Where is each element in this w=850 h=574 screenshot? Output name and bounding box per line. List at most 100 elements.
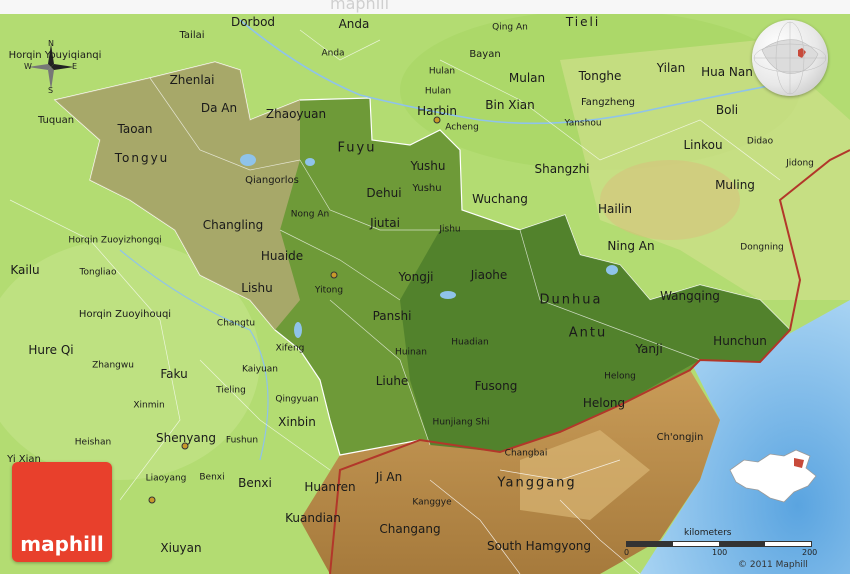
place-label: Zhaoyuan <box>265 107 327 121</box>
place-label: Horqin Zuoyihouqi <box>78 309 172 320</box>
place-label: Muling <box>715 178 755 192</box>
place-label: Tieling <box>216 385 246 396</box>
place-label: Xiuyan <box>160 541 202 555</box>
place-label: Changang <box>379 522 441 536</box>
country-outline-icon <box>729 449 817 503</box>
capital-marker-harbin <box>433 116 441 124</box>
place-label: Yushu <box>412 183 442 194</box>
place-label: Huanren <box>304 480 356 494</box>
place-label: Changbai <box>504 448 548 459</box>
top-strip: maphill <box>0 0 850 14</box>
place-label: Wuchang <box>472 192 528 206</box>
place-label: Kuandian <box>285 511 341 525</box>
place-label: Anda <box>338 17 370 31</box>
compass-icon <box>28 44 74 90</box>
place-label: Changling <box>202 218 264 232</box>
scale-title: kilometers <box>684 528 732 538</box>
place-label: Yushu <box>410 159 446 173</box>
compass-rose: N S W E <box>24 39 78 95</box>
place-label: Linkou <box>683 138 723 152</box>
place-label: Tonghe <box>578 69 622 83</box>
place-label: Jiaohe <box>470 268 508 282</box>
place-label: Zhangwu <box>92 360 134 371</box>
place-label: Xinbin <box>278 415 316 429</box>
sea-area <box>640 300 850 574</box>
place-label: Hunjiang Shi <box>432 417 490 428</box>
place-label: Bin Xian <box>485 98 535 112</box>
place-label: Boli <box>715 103 739 117</box>
place-label: Jishu <box>439 224 461 235</box>
place-label: Dehui <box>366 186 402 200</box>
place-label: Faku <box>160 367 188 381</box>
place-label: Dorbod <box>230 15 276 29</box>
compass-n: N <box>48 39 54 48</box>
place-label: Antu <box>568 325 608 341</box>
place-label: Dunhua <box>539 292 603 308</box>
place-label: Hunchun <box>713 334 767 348</box>
copyright-text: © 2011 Maphill <box>738 560 808 570</box>
place-label: Benxi <box>238 476 272 490</box>
place-label: Fushun <box>225 435 259 446</box>
place-label: Acheng <box>445 122 479 133</box>
place-label: Yanshou <box>564 118 602 129</box>
place-label: Horqin Zuoyizhongqi <box>68 235 162 246</box>
place-label: Dongning <box>740 242 784 253</box>
scale-bar: kilometers 0 100 200 <box>624 528 822 557</box>
scale-tick: 200 <box>802 548 818 557</box>
place-label: Wangqing <box>660 289 720 303</box>
place-label: Anda <box>321 48 345 59</box>
place-label: Changtu <box>216 318 256 329</box>
place-label: Qingyuan <box>275 394 319 405</box>
place-label: Hailin <box>598 202 632 216</box>
place-label: Liaoyang <box>145 473 187 484</box>
place-label: Hulan <box>424 86 452 97</box>
place-label: Shangzhi <box>534 162 590 176</box>
place-label: Yilan <box>656 61 686 75</box>
place-label: Lishu <box>241 281 273 295</box>
place-label: Taoan <box>117 122 153 136</box>
compass-e: E <box>72 62 78 71</box>
scale-bar-graphic <box>626 541 812 547</box>
place-label: Qiangorlos <box>245 175 299 186</box>
place-label: Helong <box>604 371 636 382</box>
globe-icon <box>753 21 827 95</box>
place-label: Tongyu <box>114 151 170 165</box>
place-label: Kailu <box>10 263 40 277</box>
place-label: Yanggang <box>497 475 577 491</box>
place-label: Tailai <box>179 30 205 41</box>
place-label: Jidong <box>786 158 814 169</box>
place-label: Zhenlai <box>169 73 215 87</box>
capital-marker-shenyang <box>181 442 189 450</box>
place-label: Liuhe <box>375 374 409 388</box>
place-label: Yitong <box>314 285 344 296</box>
place-label: Tuquan <box>37 115 75 126</box>
place-label: Tieli <box>565 15 601 29</box>
compass-w: W <box>24 62 32 71</box>
country-inset-map <box>724 446 824 506</box>
place-label: Shenyang <box>156 431 216 445</box>
place-label: Yi Xian <box>7 454 41 465</box>
place-label: Tongliao <box>79 267 117 278</box>
place-label: Kaiyuan <box>241 364 279 375</box>
place-label: Hure Qi <box>28 343 74 357</box>
place-label: Benxi <box>199 472 225 483</box>
place-label: Fangzheng <box>580 97 636 108</box>
scale-tick: 0 <box>624 548 630 557</box>
place-label: Xinmin <box>133 400 165 411</box>
place-label: Xifeng <box>275 343 305 354</box>
place-label: Da An <box>200 101 238 115</box>
maphill-logo[interactable]: maphill <box>12 462 112 562</box>
place-label: Huinan <box>395 347 427 358</box>
scale-tick: 100 <box>712 548 728 557</box>
place-label: Didao <box>746 136 774 147</box>
capital-marker-changchun <box>330 271 338 279</box>
place-label: Nong An <box>290 209 330 220</box>
place-label: Hua Nan <box>701 65 753 79</box>
city-marker-liaoyang <box>148 496 156 504</box>
place-label: South Hamgyong <box>486 539 592 553</box>
place-label: Kanggye <box>412 497 452 508</box>
international-border <box>329 149 850 574</box>
place-label: Yongji <box>398 270 434 284</box>
